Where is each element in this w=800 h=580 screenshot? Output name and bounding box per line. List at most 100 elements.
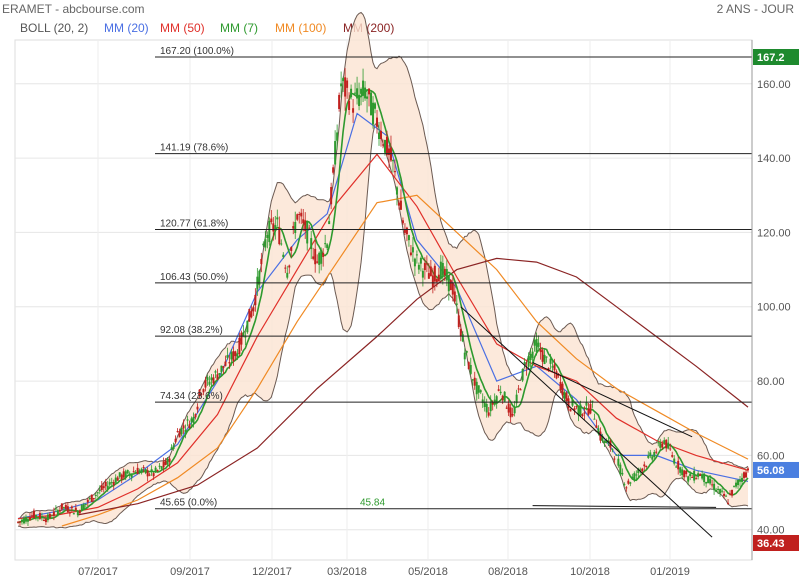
candle-body <box>403 228 406 233</box>
candle-body <box>286 272 289 278</box>
candle-body <box>242 332 245 337</box>
candle-body <box>743 472 746 478</box>
candle-body <box>689 473 692 477</box>
candle-body <box>220 365 223 372</box>
candle-body <box>419 258 422 264</box>
candle-body <box>142 467 145 469</box>
candle-body <box>739 479 742 482</box>
ma-line-50 <box>17 153 749 520</box>
candle-body <box>366 96 369 99</box>
trend-line <box>532 362 693 438</box>
candle-body <box>627 480 630 484</box>
candle-body <box>491 402 494 405</box>
candle-body <box>415 254 418 256</box>
candle-body <box>130 474 133 478</box>
candle-body <box>583 412 586 414</box>
candle-body <box>298 213 301 215</box>
candle-body <box>314 248 317 265</box>
candle-body <box>342 78 345 82</box>
candle-body <box>238 337 241 355</box>
candle-body <box>601 435 604 441</box>
candle-body <box>136 467 139 475</box>
candle-body <box>358 94 361 106</box>
candle-body <box>274 225 277 232</box>
candle-body <box>639 469 642 471</box>
candle-body <box>118 472 121 477</box>
candle-body <box>673 458 676 464</box>
candle-body <box>128 473 131 476</box>
candle-body <box>505 407 508 409</box>
candle-body <box>110 482 113 484</box>
candle-body <box>356 88 359 99</box>
candle-body <box>723 493 726 496</box>
candle-body <box>218 372 221 375</box>
candle-body <box>154 467 157 472</box>
candle-body <box>164 460 167 465</box>
candle-body <box>362 80 365 96</box>
candle-body <box>397 202 400 206</box>
candle-body <box>525 367 528 369</box>
candle-body <box>645 466 648 468</box>
candle-body <box>625 487 628 489</box>
candle-body <box>671 455 674 457</box>
candle-body <box>487 412 490 416</box>
legend-item: BOLL (20, 2) <box>20 21 88 35</box>
y-tick-label: 120.00 <box>757 227 791 239</box>
candle-body <box>469 364 472 374</box>
candle-body <box>96 492 99 494</box>
candle-body <box>517 388 520 390</box>
candle-body <box>194 414 197 418</box>
candle-body <box>166 458 169 465</box>
candle-body <box>591 400 594 403</box>
candle-body <box>537 342 540 347</box>
candle-body <box>288 265 291 268</box>
candle-body <box>659 442 662 448</box>
fib-level-label: 74.34 (23.6%) <box>160 391 223 402</box>
candle-body <box>302 219 305 224</box>
candle-body <box>34 514 37 517</box>
candle-body <box>731 489 734 496</box>
candle-body <box>617 458 620 466</box>
candle-body <box>278 227 281 245</box>
candle-body <box>380 130 383 140</box>
candle-body <box>268 220 271 243</box>
candle-body <box>703 473 706 483</box>
candle-body <box>637 468 640 474</box>
candle-body <box>236 353 239 359</box>
candle-body <box>252 307 255 312</box>
candle-body <box>593 418 596 420</box>
candle-body <box>254 294 257 306</box>
candle-body <box>360 88 363 94</box>
candle-body <box>563 392 566 399</box>
candle-body <box>282 254 285 258</box>
candle-body <box>150 469 153 473</box>
candle-body <box>599 431 602 441</box>
candle-body <box>248 308 251 322</box>
candle-body <box>224 361 227 366</box>
candle-body <box>551 366 554 368</box>
candle-body <box>152 473 155 477</box>
candle-body <box>340 83 343 87</box>
candle-body <box>70 506 73 509</box>
candle-body <box>352 108 355 113</box>
candle-body <box>182 425 185 429</box>
candle-body <box>318 252 321 265</box>
candle-body <box>228 362 231 364</box>
candle-body <box>459 328 462 337</box>
candle-body <box>539 349 542 353</box>
candle-body <box>126 469 129 474</box>
candle-body <box>453 291 456 302</box>
candle-body <box>180 427 183 435</box>
candle-body <box>741 477 744 482</box>
candle-body <box>471 379 474 381</box>
candle-body <box>411 247 414 253</box>
candle-body <box>443 268 446 276</box>
candle-body <box>162 461 165 468</box>
candle-body <box>569 408 572 412</box>
candle-body <box>515 394 518 404</box>
candle-body <box>475 381 478 395</box>
candle-body <box>391 160 394 162</box>
y-tick-label: 160.00 <box>757 79 791 91</box>
candle-body <box>555 371 558 379</box>
candle-body <box>489 401 492 412</box>
